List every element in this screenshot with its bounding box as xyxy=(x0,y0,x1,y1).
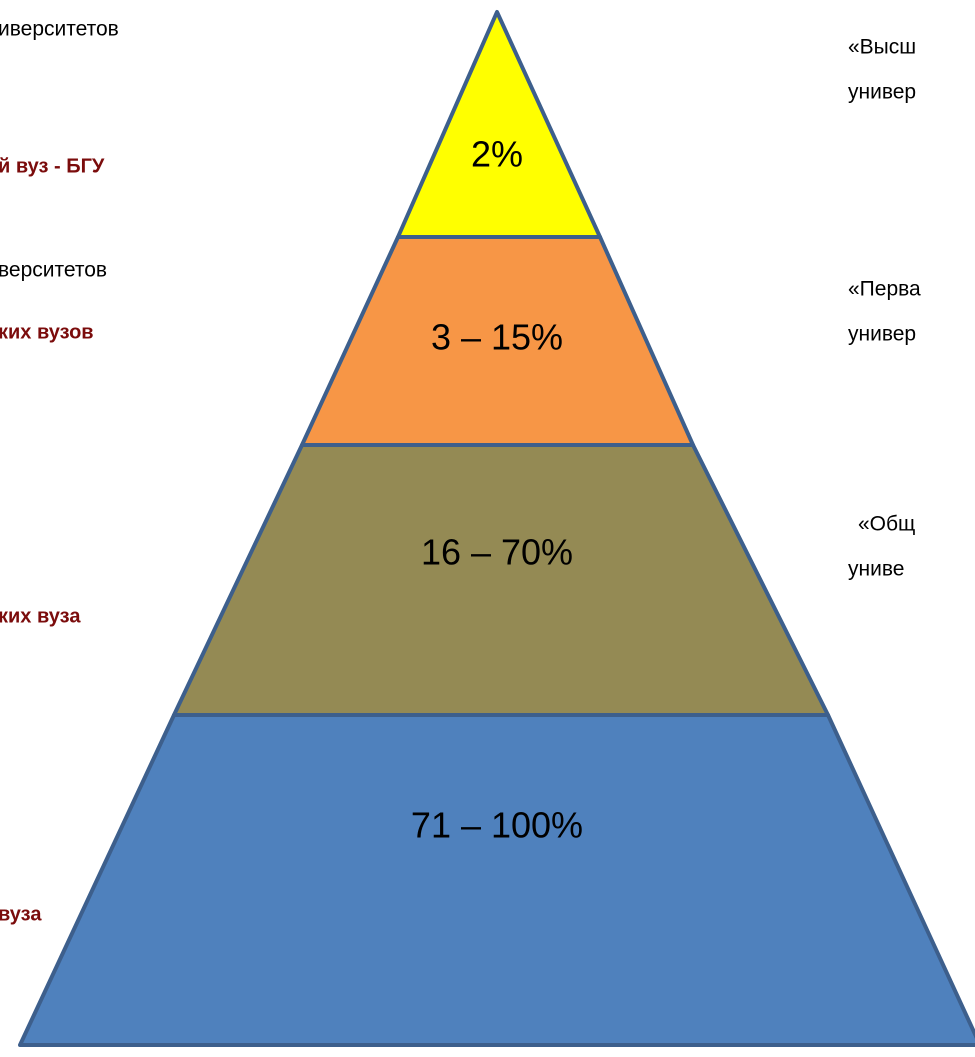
level-1 xyxy=(396,10,602,239)
left-label: вуза xyxy=(0,903,42,925)
right-label: универ xyxy=(848,323,916,346)
level-4 xyxy=(18,713,975,1047)
right-label: «Перва xyxy=(848,278,921,301)
right-label: «Общ xyxy=(858,513,915,536)
left-label: ких вуза xyxy=(0,605,81,627)
level-label: 16 – 70% xyxy=(421,532,573,573)
pyramid xyxy=(18,10,975,1047)
left-label: й вуз - БГУ xyxy=(0,155,105,177)
level-label: 71 – 100% xyxy=(411,805,583,846)
level-label: 3 – 15% xyxy=(431,317,563,358)
right-label: униве xyxy=(848,558,904,581)
right-label: «Высш xyxy=(848,36,916,59)
level-3 xyxy=(172,443,830,717)
level-label: 2% xyxy=(471,134,523,175)
left-labels: иверситетов й вуз - БГУ верситетов ких вузо… xyxy=(0,18,119,926)
left-label: ких вузов xyxy=(0,321,94,343)
left-label: верситетов xyxy=(0,259,107,282)
right-labels: «Высш универ «Перва универ «Общ униве xyxy=(848,36,921,581)
left-label: иверситетов xyxy=(0,18,119,41)
right-label: универ xyxy=(848,81,916,104)
